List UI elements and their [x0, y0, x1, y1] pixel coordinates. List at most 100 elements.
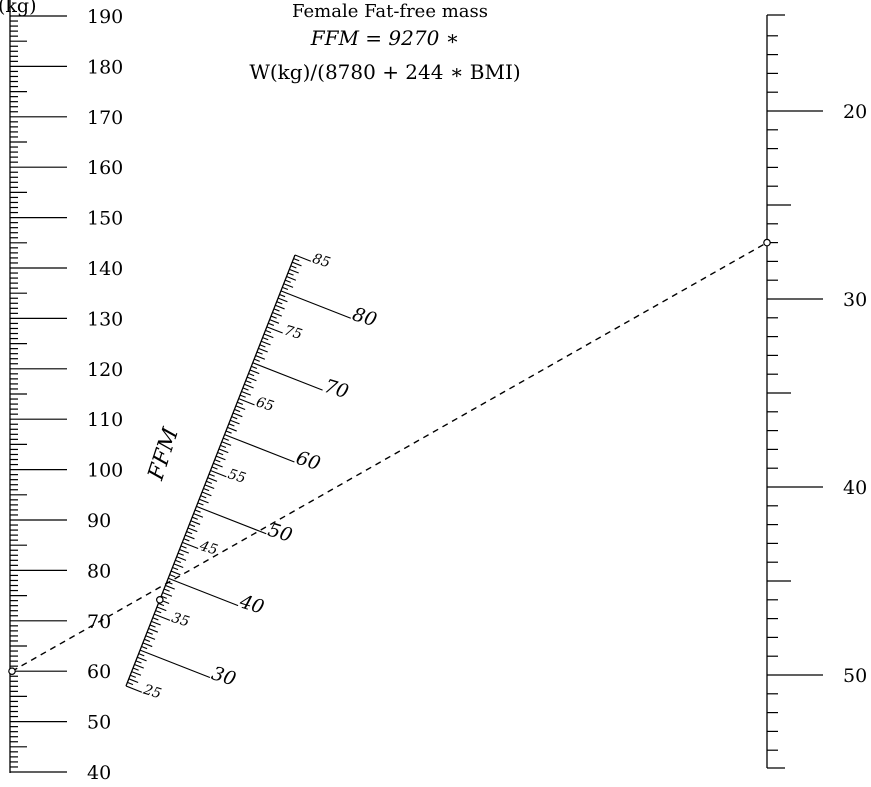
ffm-tick: [269, 319, 280, 324]
ffm-tick: [237, 401, 244, 405]
ffm-tick: [153, 613, 171, 621]
ffm-major-label: 30: [209, 662, 239, 690]
ffm-tick: [294, 254, 312, 262]
ffm-axis-label: FFM: [143, 424, 184, 484]
ffm-major-label: 80: [350, 303, 380, 331]
weight-tick-label: 100: [87, 460, 123, 482]
ffm-tick: [263, 333, 274, 339]
ffm-major-label: 40: [236, 590, 267, 618]
ffm-tick: [203, 487, 210, 492]
ffm-minor-label: 55: [226, 466, 248, 487]
ffm-tick: [176, 556, 187, 561]
bmi-tick-label: 40: [843, 477, 867, 499]
ffm-tick: [290, 265, 297, 269]
ffm-tick: [277, 297, 288, 303]
ffm-minor-label: 45: [197, 538, 220, 559]
bmi-tick-label: 20: [843, 101, 867, 123]
weight-tick-label: 40: [87, 762, 111, 782]
ffm-tick: [241, 390, 251, 396]
ffm-tick: [265, 329, 272, 334]
ffm-tick: [137, 656, 147, 662]
ffm-tick: [207, 477, 218, 482]
ffm-minor-label: 35: [170, 610, 192, 631]
ffm-tick: [255, 355, 266, 360]
weight-tick-label: 130: [87, 308, 123, 330]
ffm-tick: [149, 624, 156, 628]
ffm-tick: [189, 523, 196, 528]
ffm-tick: [225, 430, 232, 434]
ffm-tick: [138, 653, 145, 657]
ffm-tick: [183, 538, 190, 542]
ffm-tick: [158, 602, 165, 607]
ffm-tick: [232, 412, 243, 418]
weight-axis-label: (kg): [0, 0, 37, 17]
ffm-tick: [289, 268, 299, 274]
ffm-tick: [191, 516, 198, 520]
ffm-tick: [287, 272, 294, 276]
ffm-tick: [146, 631, 153, 635]
ffm-tick: [245, 380, 252, 384]
ffm-tick: [151, 620, 161, 626]
ffm-tick: [170, 570, 181, 576]
ffm-tick: [139, 649, 211, 678]
ffm-tick: [179, 549, 190, 554]
ffm-tick: [268, 322, 275, 326]
ffm-tick: [270, 315, 277, 319]
ffm-tick: [249, 369, 260, 375]
ffm-tick: [214, 459, 221, 463]
ffm-tick: [165, 584, 175, 590]
ffm-tick: [259, 344, 266, 348]
isopleth-point: [8, 667, 16, 676]
ffm-tick: [286, 276, 297, 281]
ffm-tick: [252, 362, 323, 391]
ffm-tick: [141, 645, 148, 650]
ffm-major-label: 60: [293, 447, 323, 475]
ffm-tick: [204, 484, 215, 490]
ffm-tick: [282, 286, 289, 291]
ffm-tick: [196, 505, 267, 535]
ffm-tick: [142, 642, 153, 648]
ffm-tick: [217, 452, 224, 456]
ffm-tick: [224, 434, 295, 463]
ffm-tick: [234, 408, 241, 413]
ffm-tick: [284, 279, 291, 283]
ffm-tick: [156, 606, 167, 612]
isopleth-line: [11, 241, 768, 672]
ffm-tick: [258, 347, 268, 353]
ffm-tick: [283, 283, 294, 288]
ffm-tick: [260, 340, 271, 346]
ffm-tick: [180, 545, 187, 549]
ffm-tick: [256, 351, 263, 355]
chart-title: Female Fat-free mass: [292, 1, 488, 22]
ffm-tick: [228, 423, 235, 427]
weight-tick-label: 80: [87, 560, 111, 582]
ffm-tick: [144, 638, 151, 643]
ffm-tick: [128, 678, 139, 683]
weight-tick-label: 50: [87, 712, 111, 734]
ffm-tick: [161, 595, 167, 599]
ffm-tick: [127, 681, 134, 686]
weight-tick-label: 170: [87, 107, 123, 129]
ffm-tick: [222, 437, 229, 441]
ffm-tick: [220, 444, 227, 449]
weight-tick-label: 150: [87, 208, 123, 230]
ffm-tick: [148, 628, 159, 633]
bmi-tick-label: 50: [843, 665, 867, 687]
ffm-minor-label: 65: [254, 394, 276, 415]
ffm-tick: [242, 387, 249, 391]
ffm-tick: [273, 308, 280, 312]
ffm-tick: [293, 258, 300, 262]
ffm-tick: [272, 311, 282, 317]
ffm-tick: [168, 577, 239, 607]
ffm-tick: [280, 290, 351, 319]
ffm-tick: [215, 455, 226, 461]
weight-axis: 1901801701601501401301201101009080706050…: [9, 0, 123, 784]
ffm-tick: [230, 419, 240, 425]
weight-tick-label: 140: [87, 258, 123, 280]
ffm-tick: [200, 495, 207, 499]
ffm-tick: [227, 426, 237, 432]
ffm-tick: [210, 469, 227, 478]
formula-line-2: W(kg)/(8780 + 244 ∗ BMI): [249, 60, 520, 84]
ffm-tick: [182, 541, 199, 550]
